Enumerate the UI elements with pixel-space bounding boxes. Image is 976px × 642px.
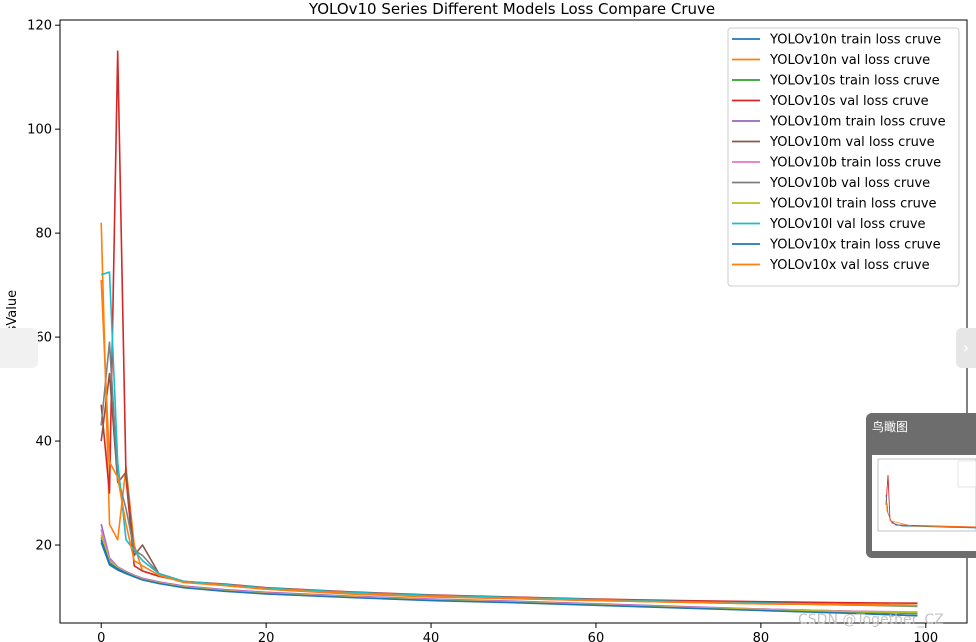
y-tick-label-2: 60: [35, 331, 52, 346]
series-line-6: [100, 529, 918, 613]
legend-label-10: YOLOv10x train loss cruve: [769, 238, 941, 253]
legend-label-1: YOLOv10n val loss cruve: [769, 53, 930, 68]
overview-thumbnail-graphic: [877, 458, 976, 532]
legend-label-6: YOLOv10b train loss cruve: [769, 156, 941, 171]
overview-panel-title: 鸟瞰图: [872, 420, 909, 434]
legend-label-9: YOLOv10l val loss cruve: [769, 217, 926, 232]
y-axis-ticks: 20 40 60 80 100 120: [27, 19, 60, 554]
next-arrow-icon[interactable]: ›: [956, 328, 976, 368]
legend-label-4: YOLOv10m train loss cruve: [769, 115, 946, 130]
x-axis-ticks: 0 20 40 60 80 100: [97, 623, 938, 642]
y-tick-label-5: 120: [27, 19, 52, 34]
plot-frame: [59, 19, 968, 624]
legend-label-0: YOLOv10n train loss cruve: [769, 33, 941, 48]
series-line-4: [100, 524, 918, 614]
y-tick-label-4: 100: [27, 123, 52, 138]
x-tick-label-3: 60: [588, 631, 605, 642]
side-tab[interactable]: [0, 328, 38, 368]
y-tick-label-1: 40: [35, 435, 52, 450]
series-line-7: [100, 341, 918, 607]
legend: YOLOv10n train loss cruve YOLOv10n val lo…: [727, 27, 960, 287]
legend-label-5: YOLOv10m val loss cruve: [769, 135, 935, 150]
overview-thumbnail[interactable]: [872, 455, 976, 551]
plot-lines: [100, 50, 918, 617]
legend-label-7: YOLOv10b val loss cruve: [769, 176, 930, 191]
series-line-9: [100, 271, 918, 607]
x-tick-label-4: 80: [753, 631, 770, 642]
x-tick-label-0: 0: [97, 631, 105, 642]
watermark: CSDN @Together_CZ: [798, 612, 944, 628]
overview-panel[interactable]: 鸟瞰图: [866, 413, 976, 558]
x-tick-label-1: 20: [258, 631, 275, 642]
x-tick-label-5: 100: [913, 631, 938, 642]
series-line-5: [100, 372, 918, 607]
series-line-11: [100, 279, 918, 607]
x-tick-label-2: 40: [423, 631, 440, 642]
chart-title: YOLOv10 Series Different Models Loss Com…: [308, 0, 715, 18]
y-tick-label-0: 20: [35, 539, 52, 554]
y-tick-label-3: 80: [35, 227, 52, 242]
legend-label-8: YOLOv10l train loss cruve: [769, 197, 937, 212]
series-line-10: [100, 539, 918, 617]
legend-label-3: YOLOv10s val loss cruve: [769, 94, 929, 109]
legend-label-11: YOLOv10x val loss cruve: [769, 258, 930, 273]
legend-box: [727, 27, 960, 287]
legend-label-2: YOLOv10s train loss cruve: [769, 74, 940, 89]
